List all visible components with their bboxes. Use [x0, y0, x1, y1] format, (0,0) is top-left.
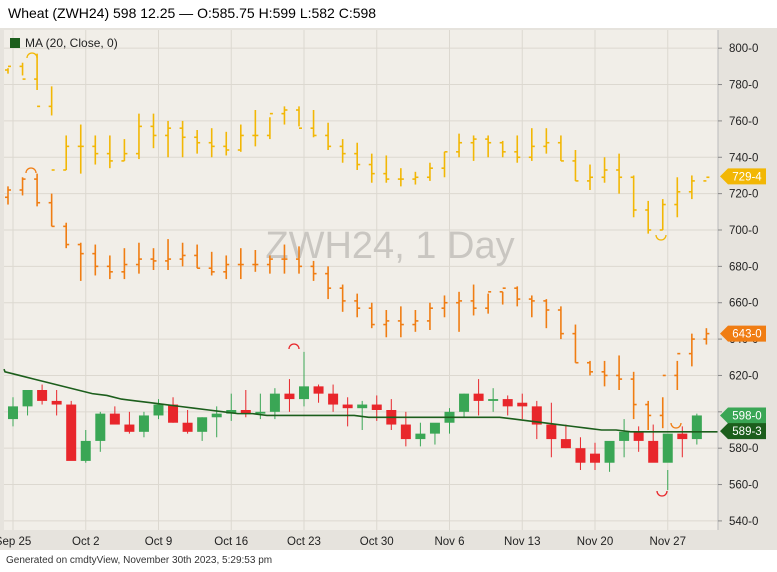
y-tick-label: 800-0 — [729, 43, 758, 55]
candle-up — [211, 413, 222, 418]
price-chart[interactable]: ZWH24, 1 Day 800-0 780-0 760-0 740-0 720-0 700… — [0, 0, 777, 550]
candle-down — [124, 424, 135, 432]
candle-down — [531, 406, 542, 425]
candle-up — [415, 433, 426, 440]
ma-legend-swatch — [10, 38, 20, 48]
candle-up — [95, 413, 106, 441]
high-marker-orange — [25, 167, 37, 174]
y-tick-label: 560-0 — [729, 480, 758, 492]
candle-down — [37, 390, 48, 401]
plot-area — [4, 30, 718, 530]
candle-down — [473, 393, 484, 401]
candle-down — [560, 439, 571, 449]
last-value-badge — [720, 423, 766, 440]
candle-up — [604, 440, 615, 463]
candle-down — [240, 410, 251, 414]
candle-down — [502, 399, 513, 407]
last-value-badge — [720, 407, 766, 424]
last-value-badge — [720, 325, 766, 342]
candle-up — [691, 415, 702, 440]
x-tick-label: Nov 20 — [577, 536, 613, 548]
candle-down — [182, 422, 193, 432]
candle-up — [22, 390, 33, 407]
x-tick-label: Oct 9 — [145, 536, 172, 548]
candle-down — [517, 402, 528, 407]
candle-up — [619, 431, 630, 441]
candle-up — [459, 393, 470, 412]
candle-down — [546, 424, 557, 440]
y-tick-label: 580-0 — [729, 443, 758, 455]
low-marker-orange — [670, 422, 682, 429]
candle-up — [80, 440, 91, 461]
candle-up — [8, 406, 18, 420]
last-value-label: 598-0 — [732, 410, 761, 422]
x-tick-label: Oct 16 — [214, 536, 248, 548]
candle-down — [590, 453, 600, 463]
candle-down — [633, 431, 644, 441]
candle-down — [284, 393, 295, 400]
ma-legend-label: MA (20, Close, 0) — [25, 36, 118, 50]
candle-up — [226, 410, 237, 414]
candle-up — [197, 417, 208, 432]
candlestick-series — [8, 351, 702, 490]
low-marker-yellow — [655, 234, 667, 241]
footer-generated-text: Generated on cmdtyView, November 30th 20… — [6, 555, 273, 566]
ma-line — [3, 368, 718, 433]
candle-up — [255, 411, 266, 414]
candle-up — [138, 415, 149, 432]
candle-down — [328, 393, 339, 405]
x-tick-label: Nov 13 — [504, 536, 540, 548]
low-marker-candle — [656, 490, 668, 497]
last-value-label: 643-0 — [732, 329, 761, 341]
candle-down — [575, 448, 586, 463]
candle-up — [299, 386, 309, 400]
candle-down — [66, 404, 77, 461]
candle-down — [51, 400, 62, 405]
candle-down — [109, 413, 120, 425]
y-tick-label: 720-0 — [729, 189, 758, 201]
candle-up — [269, 393, 280, 412]
candle-down — [313, 386, 324, 394]
candle-down — [342, 404, 353, 409]
x-tick-label: Sep 25 — [0, 536, 31, 548]
last-value-label: 589-3 — [732, 426, 761, 438]
yellow-ohlc-series — [5, 53, 710, 234]
candle-up — [153, 404, 164, 416]
last-value-label: 729-4 — [732, 171, 762, 183]
chart-title-bar: Wheat (ZWH24) 598 12.25 — O:585.75 H:599… — [0, 0, 777, 28]
candle-down — [400, 424, 411, 440]
candle-down — [371, 404, 382, 410]
y-tick-label: 740-0 — [729, 152, 758, 164]
y-tick-label: 760-0 — [729, 116, 758, 128]
candle-down — [168, 404, 179, 423]
y-tick-label: 660-0 — [729, 298, 758, 310]
candle-up — [357, 404, 368, 409]
candle-up — [662, 433, 673, 463]
watermark: ZWH24, 1 Day — [265, 225, 514, 267]
y-tick-label: 780-0 — [729, 80, 758, 92]
candle-down — [648, 440, 659, 463]
high-marker-candle — [288, 343, 300, 350]
high-marker-yellow — [26, 52, 38, 59]
y-tick-label: 540-0 — [729, 516, 758, 528]
y-tick-label: 700-0 — [729, 225, 758, 237]
candle-up — [488, 399, 499, 401]
last-value-badge — [720, 168, 766, 185]
x-tick-label: Oct 23 — [287, 536, 321, 548]
y-tick-label: 680-0 — [729, 261, 758, 273]
x-tick-label: Nov 6 — [434, 536, 464, 548]
y-tick-label: 620-0 — [729, 370, 758, 382]
orange-ohlc-series — [5, 173, 710, 430]
candle-down — [677, 433, 688, 440]
x-tick-label: Nov 27 — [650, 536, 686, 548]
x-tick-label: Oct 2 — [72, 536, 99, 548]
x-tick-label: Oct 30 — [360, 536, 394, 548]
chart-title: Wheat (ZWH24) 598 12.25 — O:585.75 H:599… — [8, 5, 377, 21]
candle-up — [429, 422, 440, 434]
